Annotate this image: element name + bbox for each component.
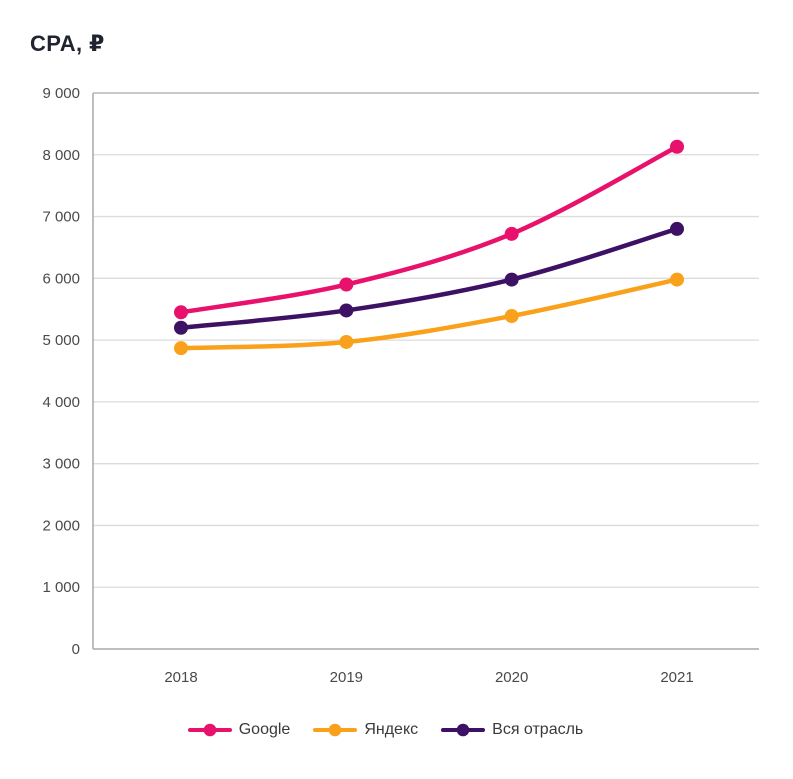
chart-legend: Google Яндекс Вся отрасль <box>0 721 782 739</box>
legend-label: Google <box>238 721 291 738</box>
data-point <box>670 139 684 154</box>
chart-title: CPA, ₽ <box>30 31 105 56</box>
data-point <box>504 309 519 324</box>
legend-item-3: Вся отрасль <box>441 721 583 739</box>
series-line-2 <box>178 277 680 351</box>
legend-label: Вся отрасль <box>492 721 584 738</box>
y-axis-tick-label: 9 000 <box>42 85 80 102</box>
series-line-1 <box>178 144 680 315</box>
legend-item-2: Яндекс <box>313 721 418 739</box>
line-chart: 0 1 000 2 000 3 000 4 000 5 000 6 000 7 000 8 00… <box>42 85 759 686</box>
data-point <box>339 277 354 292</box>
x-axis-tick-label: 2018 <box>164 669 197 686</box>
y-axis-tick-label: 1 000 <box>42 579 80 596</box>
data-point <box>504 226 519 241</box>
y-axis-tick-label: 5 000 <box>42 332 80 349</box>
data-point <box>504 272 519 287</box>
series-line-3 <box>178 226 680 331</box>
legend-label: Яндекс <box>364 721 419 738</box>
data-point <box>174 305 188 320</box>
data-point <box>339 303 354 318</box>
legend-item-1: Google <box>187 721 291 739</box>
legend-line-marker-icon <box>313 723 358 737</box>
y-axis-tick-label: 7 000 <box>42 209 80 226</box>
data-point <box>174 341 188 356</box>
y-axis-tick-label: 6 000 <box>42 270 80 287</box>
y-axis-tick-label: 8 000 <box>42 147 80 164</box>
x-axis-tick-label: 2021 <box>660 669 693 686</box>
x-axis-tick-label: 2019 <box>330 669 363 686</box>
y-axis-tick-label: 4 000 <box>42 394 80 411</box>
y-axis-tick-label: 2 000 <box>42 517 80 534</box>
legend-line-marker-icon <box>187 723 232 737</box>
y-axis-tick-label: 3 000 <box>42 456 80 473</box>
data-point <box>339 334 354 349</box>
data-point <box>174 320 188 335</box>
x-axis-tick-label: 2020 <box>495 669 528 686</box>
data-point <box>670 221 684 236</box>
data-point <box>670 272 684 287</box>
y-axis-tick-label: 0 <box>72 641 80 658</box>
legend-line-marker-icon <box>441 723 486 737</box>
